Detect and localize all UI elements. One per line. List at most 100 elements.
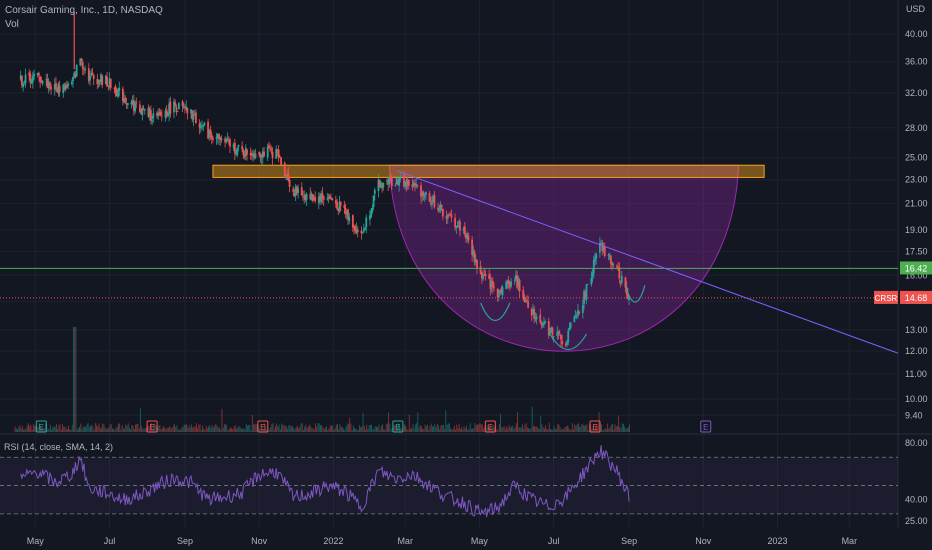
candle-body bbox=[287, 173, 290, 181]
left-shoulder-arc bbox=[480, 302, 511, 322]
candle-body bbox=[388, 177, 391, 184]
volume-bar bbox=[60, 429, 62, 432]
price-tick-label: 32.00 bbox=[905, 88, 928, 98]
candle-body bbox=[233, 142, 236, 154]
volume-bar bbox=[116, 426, 118, 432]
price-tick-label: 19.00 bbox=[905, 225, 928, 235]
volume-bar bbox=[125, 424, 127, 432]
volume-bar bbox=[52, 426, 54, 432]
candle-body bbox=[523, 296, 526, 302]
volume-bar bbox=[371, 424, 373, 432]
volume-bar bbox=[227, 429, 229, 432]
volume-bar bbox=[322, 427, 324, 432]
volume-bar bbox=[69, 429, 71, 432]
candle-body bbox=[463, 226, 466, 235]
earnings-marker-label: E bbox=[260, 423, 265, 432]
volume-bar bbox=[407, 429, 409, 432]
candle-body bbox=[442, 208, 444, 217]
candle-body bbox=[40, 80, 43, 83]
volume-bar bbox=[591, 428, 593, 432]
candle-body bbox=[33, 73, 35, 76]
volume-bar bbox=[191, 424, 192, 432]
earnings-marker-label: E bbox=[149, 423, 154, 432]
volume-bar bbox=[613, 429, 615, 432]
candle-body bbox=[270, 148, 273, 151]
candle-body bbox=[616, 265, 618, 267]
volume-bar bbox=[214, 425, 216, 432]
volume-bar bbox=[603, 429, 605, 432]
volume-bar bbox=[406, 428, 408, 432]
volume-bar bbox=[547, 429, 549, 432]
volume-bar bbox=[210, 427, 212, 432]
volume-bar bbox=[575, 425, 577, 432]
candle-body bbox=[591, 272, 594, 277]
candle-body bbox=[258, 152, 261, 155]
volume-bar bbox=[31, 429, 33, 432]
candle-body bbox=[67, 83, 70, 86]
volume-bar bbox=[629, 424, 630, 432]
price-tick-label: 12.00 bbox=[905, 346, 928, 356]
candle-body bbox=[202, 125, 205, 128]
volume-bar bbox=[457, 428, 459, 432]
volume-bar bbox=[32, 423, 34, 432]
candle-body bbox=[108, 78, 111, 88]
volume-bar bbox=[452, 429, 454, 432]
candle-body bbox=[547, 321, 550, 336]
volume-bar bbox=[295, 427, 297, 432]
volume-bar bbox=[293, 427, 295, 432]
volume-bar bbox=[546, 428, 548, 432]
ticker-tag bbox=[874, 290, 898, 304]
volume-bar bbox=[480, 424, 482, 432]
axes: 40.00 36.00 32.00 28.00 25.00 23.00 21.00 19.00… bbox=[27, 29, 932, 546]
volume-bar bbox=[143, 428, 145, 432]
candle-body bbox=[566, 341, 568, 345]
candle-body bbox=[149, 110, 152, 121]
volume-bar bbox=[372, 429, 374, 432]
volume-bar bbox=[175, 427, 177, 432]
volume-bar bbox=[385, 424, 387, 432]
symbol-title[interactable]: Corsair Gaming, Inc., 1D, NASDAQ bbox=[5, 5, 163, 16]
candle-body bbox=[118, 87, 121, 91]
volume-bar bbox=[300, 423, 302, 432]
volume-bar bbox=[215, 423, 217, 432]
volume-bar bbox=[298, 428, 300, 432]
candle-body bbox=[336, 202, 338, 209]
volume-bar bbox=[174, 423, 175, 432]
volume-bar bbox=[523, 429, 525, 432]
time-tick-label: Jul bbox=[104, 536, 116, 546]
volume-bar bbox=[239, 427, 241, 432]
volume-bar bbox=[466, 425, 467, 432]
candle-body bbox=[414, 183, 416, 186]
candle-body bbox=[41, 80, 44, 84]
candle-body bbox=[465, 233, 467, 239]
candle-body bbox=[362, 229, 365, 232]
candle-body bbox=[581, 305, 584, 314]
volume-bar bbox=[570, 429, 572, 432]
candle-body bbox=[449, 214, 452, 216]
volume-bar bbox=[294, 429, 296, 432]
candle-body bbox=[456, 225, 459, 228]
volume-bar bbox=[456, 424, 458, 432]
volume-bar bbox=[429, 425, 431, 432]
volume-bar bbox=[492, 425, 494, 432]
candle-body bbox=[121, 88, 124, 102]
volume-label[interactable]: Vol bbox=[5, 19, 19, 30]
candle-body bbox=[250, 154, 253, 156]
candle-body bbox=[381, 185, 383, 189]
candle-body bbox=[24, 74, 27, 84]
volume-bar bbox=[40, 426, 42, 432]
volume-bar bbox=[558, 424, 560, 432]
candle-body bbox=[618, 267, 621, 279]
volume-bar bbox=[500, 414, 502, 432]
resistance-zone-rect bbox=[212, 164, 765, 178]
candle-body bbox=[496, 288, 499, 298]
volume-bar bbox=[47, 429, 49, 432]
candle-body bbox=[226, 138, 229, 140]
candle-body bbox=[115, 92, 118, 97]
volume-bar bbox=[141, 426, 143, 432]
volume-bar bbox=[57, 428, 59, 432]
volume-bar bbox=[462, 429, 464, 432]
candle-body bbox=[568, 327, 571, 330]
candle-body bbox=[344, 207, 347, 214]
